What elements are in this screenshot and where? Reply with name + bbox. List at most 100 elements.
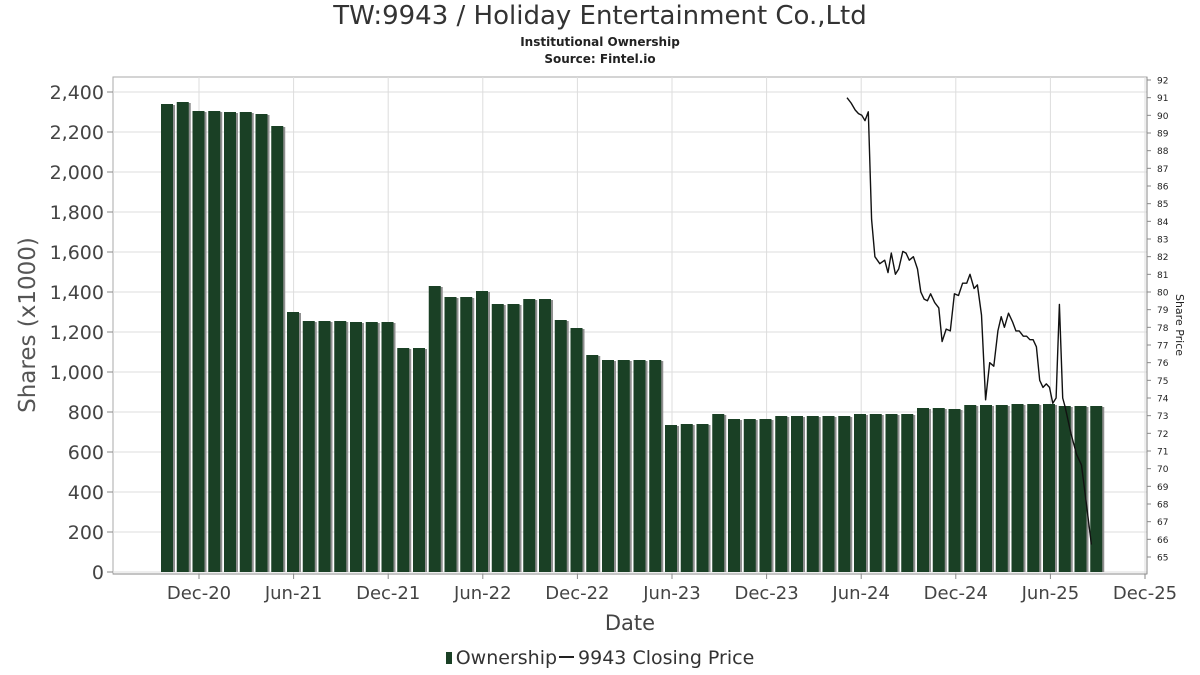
x-tick-label: Jun-21	[264, 583, 323, 604]
ownership-bar	[1074, 406, 1087, 572]
x-tick-label: Dec-25	[1113, 583, 1177, 604]
legend: Ownership 9943 Closing Price	[0, 647, 1200, 669]
y-axis-title: Shares (x1000)	[15, 237, 41, 413]
y2-tick-label: 67	[1157, 518, 1168, 528]
ownership-bar	[1027, 404, 1040, 572]
y2-tick-label: 70	[1157, 465, 1169, 475]
ownership-bar	[917, 408, 929, 572]
y-tick-label: 400	[68, 482, 104, 504]
x-tick-label: Dec-21	[356, 583, 420, 604]
y2-tick-label: 81	[1157, 271, 1168, 281]
x-tick-label: Dec-23	[734, 583, 798, 604]
ownership-bar	[539, 299, 551, 572]
legend-price-label: 9943 Closing Price	[578, 647, 755, 669]
y-tick-label: 800	[68, 402, 104, 424]
price-line	[846, 97, 1093, 545]
price-line-layer	[846, 97, 1093, 545]
y2-tick-label: 77	[1157, 342, 1168, 352]
y-tick-label: 200	[68, 522, 104, 544]
ownership-bar	[302, 321, 315, 572]
ownership-bar	[964, 405, 977, 572]
y-tick-label: 2,400	[50, 82, 104, 104]
ownership-bar	[775, 416, 788, 572]
ownership-bar	[712, 414, 725, 572]
y2-tick-label: 84	[1157, 218, 1169, 228]
ownership-bar	[365, 322, 378, 572]
ownership-bar	[617, 360, 630, 572]
ownership-bar	[460, 297, 473, 572]
y2-tick-label: 66	[1157, 536, 1169, 546]
x-tick-label: Jun-22	[453, 583, 512, 604]
y-tick-label: 1,400	[50, 282, 104, 304]
ownership-bar	[1043, 404, 1055, 572]
ownership-bar	[476, 291, 488, 572]
x-tick-label: Jun-23	[642, 583, 701, 604]
ownership-bar	[649, 360, 662, 572]
x-tick-label: Dec-24	[924, 583, 988, 604]
ownership-bar	[728, 419, 740, 572]
ownership-bar	[869, 414, 882, 572]
ownership-bar	[271, 126, 284, 572]
ownership-bar	[838, 416, 851, 572]
ownership-bar	[1011, 404, 1024, 572]
legend-price-swatch	[559, 656, 575, 658]
y2-tick-label: 90	[1157, 112, 1169, 122]
x-tick-label: Jun-24	[831, 583, 890, 604]
ownership-bar	[854, 414, 866, 572]
y2-tick-label: 82	[1157, 253, 1168, 263]
ownership-bar	[397, 348, 410, 572]
y2-tick-label: 92	[1157, 77, 1168, 87]
ownership-bar	[192, 111, 205, 572]
y2-tick-label: 88	[1157, 147, 1169, 157]
y2-tick-label: 73	[1157, 412, 1168, 422]
ownership-bar	[161, 104, 173, 572]
ownership-bar	[444, 297, 457, 572]
y2-tick-label: 76	[1157, 359, 1169, 369]
ownership-bar	[602, 360, 614, 572]
y-tick-label: 0	[92, 562, 104, 584]
chart-title: TW:9943 / Holiday Entertainment Co.,Ltd	[333, 1, 867, 31]
ownership-bar	[239, 112, 252, 572]
ownership-bar	[932, 408, 945, 572]
ownership-bar	[255, 114, 268, 572]
chart-source: Source: Fintel.io	[544, 52, 656, 66]
y2-tick-label: 89	[1157, 130, 1169, 140]
ownership-bar	[1090, 406, 1103, 572]
y-tick-label: 2,200	[50, 122, 104, 144]
x-tick-label: Jun-25	[1021, 583, 1080, 604]
y2-tick-label: 71	[1157, 448, 1168, 458]
y2-tick-label: 65	[1157, 554, 1168, 564]
ownership-bar	[413, 348, 425, 572]
ownership-bar	[554, 320, 567, 572]
legend-ownership-label: Ownership	[455, 647, 558, 669]
ownership-bar	[208, 111, 221, 572]
ownership-bar	[224, 112, 236, 572]
ownership-bar	[901, 414, 914, 572]
ownership-bar	[680, 424, 693, 572]
y2-tick-label: 85	[1157, 200, 1168, 210]
ownership-bar	[759, 419, 772, 572]
y-tick-label: 1,000	[50, 362, 104, 384]
ownership-bar	[176, 102, 189, 572]
ownership-bar	[381, 322, 394, 572]
ownership-bar	[334, 321, 347, 572]
ownership-bar	[570, 328, 583, 572]
ownership-bar	[948, 409, 961, 572]
ownership-bar	[822, 416, 835, 572]
y-tick-label: 1,800	[50, 202, 104, 224]
y-tick-label: 1,200	[50, 322, 104, 344]
ownership-bar	[1058, 406, 1071, 572]
ownership-bar	[523, 299, 536, 572]
ownership-bar	[507, 304, 520, 572]
ownership-bar	[995, 405, 1008, 572]
ownership-bar	[696, 424, 709, 572]
y2-axis-title: Share Price	[1173, 294, 1186, 356]
axes: 0 200 400 600 800 1,000 1,200 1,400 1,600 1,800 2,…	[50, 77, 1178, 605]
legend-ownership-swatch	[445, 652, 452, 664]
y2-tick-label: 72	[1157, 430, 1168, 440]
ownership-bar	[633, 360, 646, 572]
y2-tick-label: 78	[1157, 324, 1169, 334]
y2-tick-label: 87	[1157, 165, 1168, 175]
ownership-bar	[491, 304, 504, 572]
